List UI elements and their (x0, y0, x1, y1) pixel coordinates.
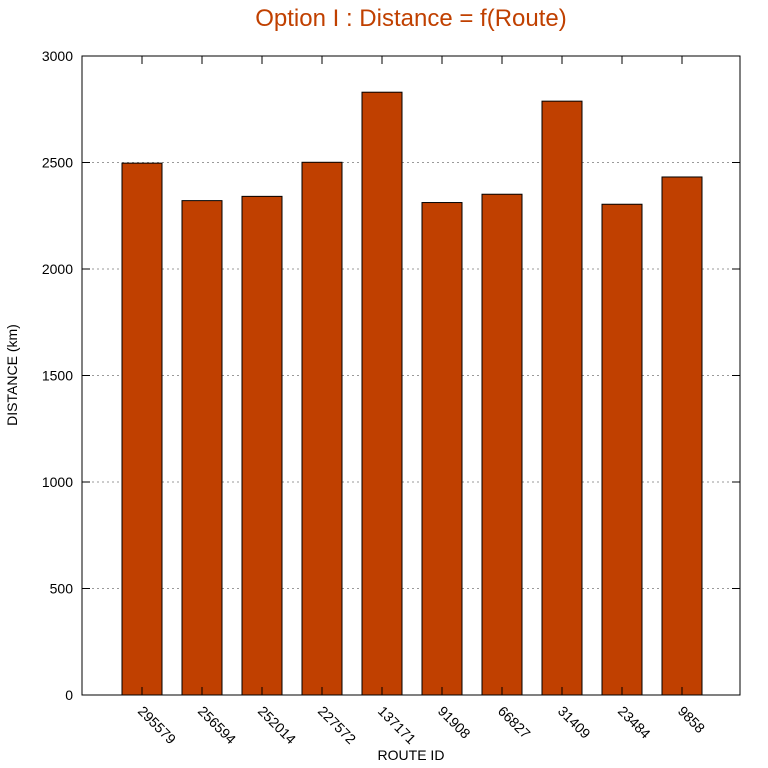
x-axis-label: ROUTE ID (378, 747, 445, 763)
bar-227572 (301, 161, 343, 696)
x-tick-label: 91908 (435, 703, 474, 742)
x-tick-label: 66827 (495, 703, 534, 742)
y-tick-label: 1000 (42, 474, 73, 490)
chart-title: Option I : Distance = f(Route) (255, 5, 566, 32)
bar-66827 (481, 193, 523, 696)
y-tick-label: 1500 (42, 368, 73, 384)
bar-256594 (181, 200, 223, 696)
bars (121, 91, 703, 696)
x-tick-label: 9858 (675, 703, 708, 736)
x-tick-label: 31409 (555, 703, 594, 742)
bar-23484 (601, 203, 643, 696)
x-tick-label: 23484 (615, 703, 654, 742)
y-axis-ticks: 0 500 1000 1500 2000 2500 3000 (42, 48, 740, 703)
x-tick-label: 256594 (195, 703, 239, 747)
y-tick-label: 2500 (42, 155, 73, 171)
x-tick-label: 252014 (255, 703, 299, 747)
x-tick-label: 137171 (375, 703, 419, 747)
bar-31409 (541, 100, 583, 696)
y-tick-label: 500 (50, 581, 74, 597)
bar-252014 (241, 195, 283, 696)
bar-9858 (661, 176, 703, 696)
bar-91908 (421, 202, 463, 696)
y-tick-label: 2000 (42, 261, 73, 277)
y-tick-label: 0 (65, 687, 73, 703)
x-tick-label: 295579 (135, 703, 179, 747)
y-tick-label: 3000 (42, 48, 73, 64)
bar-295579 (121, 162, 163, 696)
y-axis-label: DISTANCE (km) (4, 324, 20, 426)
bar-137171 (361, 91, 403, 696)
x-tick-label: 227572 (315, 703, 359, 747)
